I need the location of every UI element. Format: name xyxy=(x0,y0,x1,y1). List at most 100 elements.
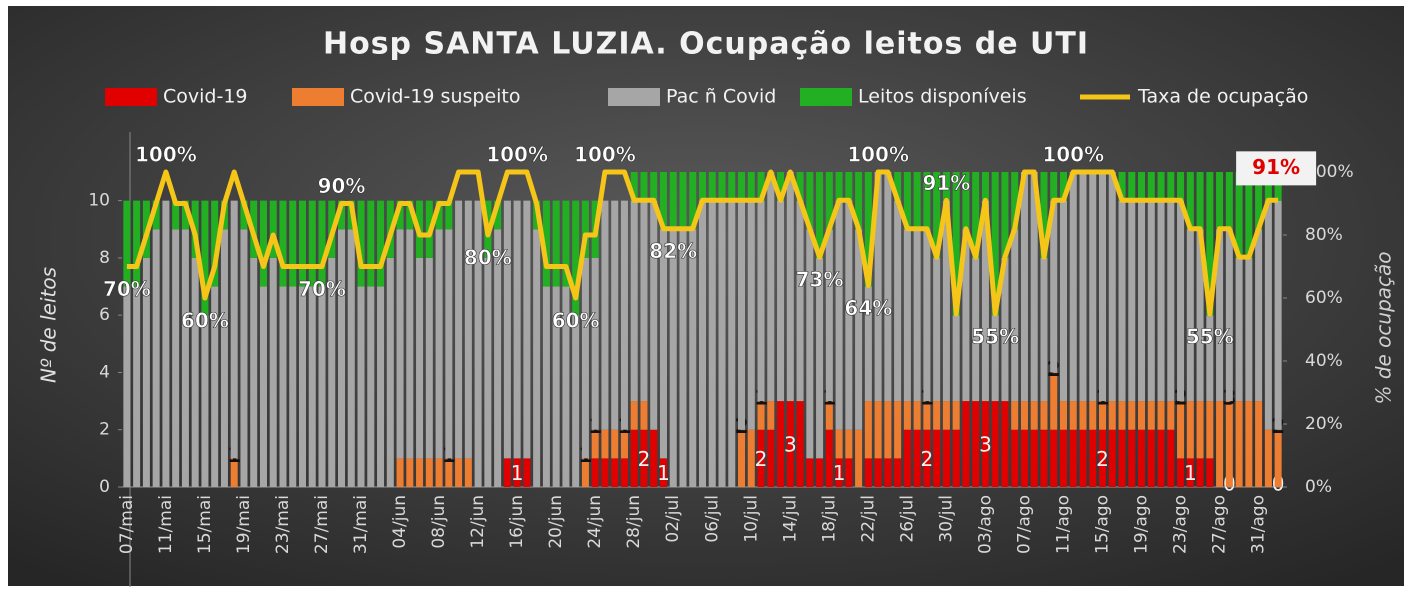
bar-segment xyxy=(1167,172,1175,201)
bar-value-label: 2 xyxy=(921,447,934,471)
x-tick-label: 22/jul xyxy=(858,495,878,543)
bar-segment xyxy=(825,401,833,430)
bar-segment xyxy=(864,458,872,487)
line-value-label: 82% xyxy=(649,239,697,263)
bar-segment xyxy=(298,286,307,487)
bar-segment xyxy=(903,229,911,402)
bar-segment xyxy=(1225,229,1233,402)
bar-segment xyxy=(835,200,843,430)
bar-segment xyxy=(396,229,404,459)
bar-segment xyxy=(747,429,755,487)
bar-segment xyxy=(669,172,677,230)
bar-segment xyxy=(1157,401,1165,430)
bar-segment xyxy=(591,458,599,487)
bar-segment xyxy=(640,401,648,430)
bar-segment xyxy=(864,401,872,459)
bar-segment xyxy=(1138,401,1146,430)
bar-segment xyxy=(562,286,570,487)
bar-segment xyxy=(1196,401,1204,459)
bar-segment xyxy=(659,229,667,459)
bar-segment xyxy=(1264,200,1272,430)
bar-segment xyxy=(1098,172,1107,402)
x-tick-label: 24/jun xyxy=(585,495,605,549)
bar-segment xyxy=(630,429,638,487)
bar-segment xyxy=(123,200,131,287)
line-series xyxy=(126,169,1279,317)
y2-axis-title: % de ocupação xyxy=(1372,251,1396,404)
bar-segment xyxy=(1069,401,1077,430)
bar-segment xyxy=(1020,401,1028,430)
bar-segment xyxy=(757,429,765,487)
bar-segment xyxy=(269,257,277,487)
bar-segment xyxy=(1147,429,1155,487)
x-tick-label: 08/jun xyxy=(429,495,449,549)
bar-segment xyxy=(503,200,511,459)
bar-segment xyxy=(884,401,892,459)
bar-segment xyxy=(279,200,287,287)
bar-segment xyxy=(1196,458,1204,487)
bar-segment xyxy=(933,172,941,258)
bar-segment xyxy=(659,172,667,230)
value-label-box xyxy=(1236,151,1317,186)
bar-segment xyxy=(1001,172,1009,258)
bar-segment xyxy=(738,429,746,487)
bar-segment xyxy=(981,200,989,402)
bar-segment xyxy=(611,458,619,487)
x-tick-label: 26/jul xyxy=(897,495,917,543)
bar-segment xyxy=(1118,401,1126,430)
bar-segment xyxy=(1147,172,1155,201)
bar-segment xyxy=(289,286,297,487)
line-value-label: 70% xyxy=(298,277,346,301)
bar-segment xyxy=(1196,172,1204,230)
bar-segment xyxy=(416,458,424,487)
bar-segment xyxy=(845,172,853,201)
bar-segment xyxy=(1186,458,1194,487)
bar-segment xyxy=(435,200,443,230)
bar-segment xyxy=(864,286,872,402)
bar-segment xyxy=(1059,401,1067,430)
bar-value-label: 1 xyxy=(511,461,524,485)
x-tick-label: 03/ago xyxy=(975,495,995,554)
bar-segment xyxy=(211,286,219,487)
chart-title: Hosp SANTA LUZIA. Ocupação leitos de UTI xyxy=(323,27,1089,62)
y2-tick-label: 40% xyxy=(1305,351,1343,371)
bar-segment xyxy=(747,172,755,201)
bar-segment xyxy=(1069,172,1077,402)
bar-segment xyxy=(942,172,950,201)
bar-segment xyxy=(806,458,814,487)
bar-segment xyxy=(406,200,414,230)
bar-segment xyxy=(894,401,902,459)
x-tick-label: 31/ago xyxy=(1249,495,1269,554)
bar-value-label: 1 xyxy=(657,461,670,485)
bar-segment xyxy=(1118,429,1126,487)
bar-segment xyxy=(679,229,687,488)
y-tick-label: 10 xyxy=(88,191,110,211)
x-tick-label: 19/ago xyxy=(1132,495,1152,554)
line-value-label: 100% xyxy=(847,143,909,167)
bar-segment xyxy=(416,257,424,459)
y2-tick-label: 0% xyxy=(1305,477,1332,497)
y-tick-label: 2 xyxy=(99,420,110,440)
bar-segment xyxy=(835,458,843,487)
bar-segment xyxy=(933,257,941,402)
x-tick-label: 31/mai xyxy=(351,495,371,554)
bar-segment xyxy=(1274,172,1282,201)
bar-segment xyxy=(445,200,453,230)
bar-segment xyxy=(1128,429,1136,487)
bar-segment xyxy=(1245,172,1253,258)
bar-segment xyxy=(777,401,785,487)
line-value-label: 55% xyxy=(971,324,1019,348)
bar-value-label: 2 xyxy=(1096,447,1109,471)
bar-segment xyxy=(201,200,209,316)
bar-segment xyxy=(445,229,453,459)
bar-segment xyxy=(474,200,482,488)
bar-segment xyxy=(796,200,804,402)
bar-segment xyxy=(855,229,863,430)
bar-segment xyxy=(825,229,833,402)
bar-segment xyxy=(757,401,765,430)
bar-segment xyxy=(913,429,921,487)
bar-segment xyxy=(952,429,960,487)
bar-segment xyxy=(328,257,336,487)
bar-value-label: 3 xyxy=(784,433,797,457)
